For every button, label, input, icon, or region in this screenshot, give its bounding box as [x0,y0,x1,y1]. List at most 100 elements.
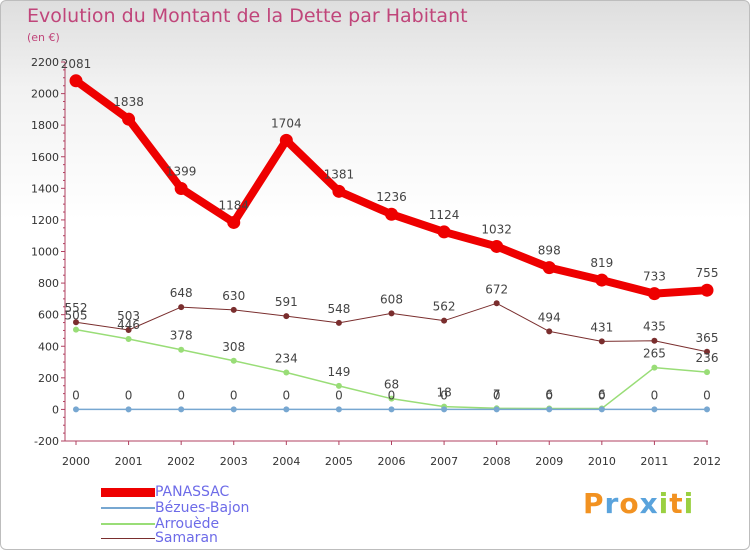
data-point [283,313,290,320]
legend-item: Bézues-Bajon [101,501,249,515]
y-tick-label: 800 [38,277,59,290]
x-tick-label: 2012 [693,455,721,468]
y-tick-label: 600 [38,309,59,322]
data-point [441,317,448,324]
data-point [700,283,714,297]
data-label: 308 [222,340,245,354]
data-point [651,337,658,344]
data-point [230,357,237,364]
x-tick-label: 2009 [535,455,563,468]
y-tick-label: 1600 [31,151,59,164]
y-tick-label: 0 [52,403,59,416]
data-label: 733 [643,270,666,284]
data-point [493,406,500,413]
data-point [73,326,79,333]
logo-letter: o [619,487,640,520]
data-label: 6 [598,387,606,401]
data-label: 548 [327,302,350,316]
data-point [178,304,185,311]
data-label: 234 [275,351,298,365]
data-point [546,328,553,335]
data-point [388,406,395,413]
data-point [335,406,342,413]
data-point [651,364,658,371]
data-point [178,346,185,353]
data-point [595,273,609,287]
data-point [598,338,605,345]
logo-letter: t [669,487,684,520]
data-label: 819 [590,256,613,270]
y-tick-label: 1800 [31,119,59,132]
data-point [437,225,451,239]
y-tick-label: 2000 [31,88,59,101]
data-label: 0 [703,388,711,402]
x-tick-label: 2005 [325,455,353,468]
y-tick-label: -200 [34,435,59,448]
logo-letter: i [683,487,695,520]
data-point [125,406,132,413]
y-tick-label: 2200 [31,56,59,69]
x-tick-label: 2001 [115,455,143,468]
y-tick-label: 1000 [31,246,59,259]
data-label: 0 [72,388,80,402]
data-point [335,382,342,389]
y-tick-label: 1400 [31,182,59,195]
data-label: 0 [335,388,343,402]
x-tick-label: 2004 [272,455,300,468]
data-label: 552 [65,301,88,315]
y-tick-label: 400 [38,340,59,353]
data-label: 0 [545,388,553,402]
x-tick-label: 2010 [588,455,616,468]
data-point [598,406,605,413]
data-label: 7 [493,387,501,401]
data-point [227,215,241,229]
data-label: 378 [170,329,193,343]
data-point [651,406,658,413]
data-label: 1124 [429,208,460,222]
logo-letter: P [583,487,605,520]
legend-label: PANASSAC [155,484,230,500]
data-label: 630 [222,289,245,303]
data-point [69,74,83,88]
x-tick-label: 2006 [378,455,406,468]
chart-subtitle: (en €) [27,31,60,44]
data-label: 0 [388,388,396,402]
data-point [73,406,79,413]
legend-label: Bézues-Bajon [155,500,250,516]
legend-swatch [101,537,155,539]
data-point [385,207,398,221]
data-label: 1838 [113,95,144,109]
data-point [388,310,395,317]
legend-label: Arrouède [155,516,220,532]
data-label: 898 [538,244,561,258]
data-label: 236 [696,351,719,365]
x-tick-label: 2008 [483,455,511,468]
data-label: 0 [177,388,185,402]
legend-item: Samaran [101,531,218,545]
data-point [546,406,553,413]
data-label: 446 [117,318,140,332]
data-point [704,406,710,413]
data-point [178,406,185,413]
data-point [388,395,395,402]
legend-swatch [101,507,155,509]
data-label: 0 [440,388,448,402]
data-label: 265 [643,347,666,361]
data-point [441,406,448,413]
x-tick-label: 2000 [62,455,90,468]
legend-swatch [101,523,155,525]
data-point [230,406,237,413]
data-label: 1032 [481,222,512,236]
x-tick-label: 2003 [220,455,248,468]
data-label: 149 [327,365,350,379]
logo-letter: i [658,487,670,520]
data-label: 0 [651,388,659,402]
data-label: 591 [275,295,298,309]
data-label: 608 [380,292,403,306]
legend-label: Samaran [155,530,218,546]
data-point [542,261,556,275]
data-label: 562 [433,300,456,314]
data-label: 0 [125,388,133,402]
